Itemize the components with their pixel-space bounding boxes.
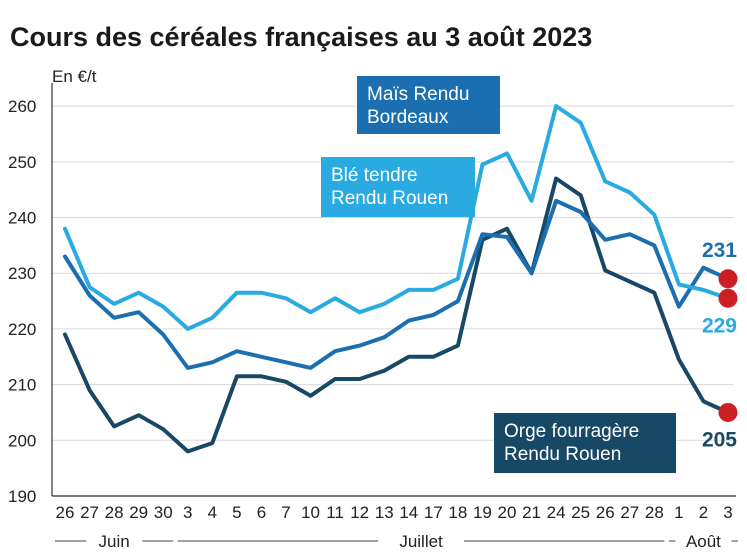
series-line xyxy=(63,104,730,331)
x-tick-label: 10 xyxy=(301,503,320,522)
x-tick-label: 27 xyxy=(80,503,99,522)
end-value-label: 205 xyxy=(702,428,737,451)
x-tick-label: 12 xyxy=(350,503,369,522)
x-tick-label: 7 xyxy=(281,503,290,522)
y-axis-label: En €/t xyxy=(52,67,97,86)
chart-title: Cours des céréales françaises au 3 août … xyxy=(10,22,593,52)
y-tick-label: 220 xyxy=(8,320,36,339)
x-tick-label: 29 xyxy=(129,503,148,522)
end-markers: 231 229 205 xyxy=(702,239,738,451)
x-tick-label: 19 xyxy=(473,503,492,522)
series-label-text: Orge fourragère xyxy=(504,421,639,442)
x-tick-label: 26 xyxy=(56,503,75,522)
series-label-bg xyxy=(494,413,676,473)
x-tick-label: 30 xyxy=(154,503,173,522)
x-tick-label: 27 xyxy=(620,503,639,522)
gridlines xyxy=(52,105,734,441)
series-label-text: Maïs Rendu xyxy=(367,84,469,105)
end-marker xyxy=(718,288,738,308)
y-tick-label: 210 xyxy=(8,376,36,395)
series-line xyxy=(63,176,730,454)
x-tick-label: 4 xyxy=(208,503,217,522)
series-label-bg xyxy=(357,76,500,134)
y-tick-label: 200 xyxy=(8,431,36,450)
series-label-text: Bordeaux xyxy=(367,107,449,128)
x-tick-label: 26 xyxy=(596,503,615,522)
y-tick-label: 230 xyxy=(8,264,36,283)
x-tick-label: 1 xyxy=(674,503,683,522)
end-value-label: 229 xyxy=(702,314,737,337)
x-tick-label: 6 xyxy=(257,503,266,522)
x-tick-label: 17 xyxy=(424,503,443,522)
series-lines xyxy=(63,104,730,454)
end-marker xyxy=(718,402,738,422)
x-tick-label: 2 xyxy=(699,503,708,522)
x-tick-label: 14 xyxy=(399,503,418,522)
x-tick-label: 28 xyxy=(105,503,124,522)
series-label-text: Rendu Rouen xyxy=(504,444,621,465)
y-tick-label: 250 xyxy=(8,153,36,172)
y-tick-label: 240 xyxy=(8,209,36,228)
x-tick-label: 5 xyxy=(232,503,241,522)
month-label: Juin xyxy=(99,532,130,551)
series-line xyxy=(63,198,730,370)
y-tick-label: 260 xyxy=(8,97,36,116)
x-tick-label: 3 xyxy=(183,503,192,522)
series-label-text: Blé tendre xyxy=(331,165,418,186)
x-tick-label: 25 xyxy=(571,503,590,522)
month-label: Juillet xyxy=(399,532,443,551)
series-label-text: Rendu Rouen xyxy=(331,188,448,209)
month-label: Août xyxy=(686,532,721,551)
x-tick-label: 24 xyxy=(547,503,566,522)
x-tick-label: 20 xyxy=(498,503,517,522)
y-tick-label: 190 xyxy=(8,487,36,506)
x-tick-label: 21 xyxy=(522,503,541,522)
x-tick-label: 13 xyxy=(375,503,394,522)
end-value-label: 231 xyxy=(702,239,737,262)
end-marker xyxy=(718,269,738,289)
x-tick-label: 28 xyxy=(645,503,664,522)
x-tick-label: 3 xyxy=(723,503,732,522)
x-tick-label: 11 xyxy=(326,503,344,522)
series-label-bg xyxy=(321,157,475,217)
x-tick-label: 18 xyxy=(448,503,467,522)
